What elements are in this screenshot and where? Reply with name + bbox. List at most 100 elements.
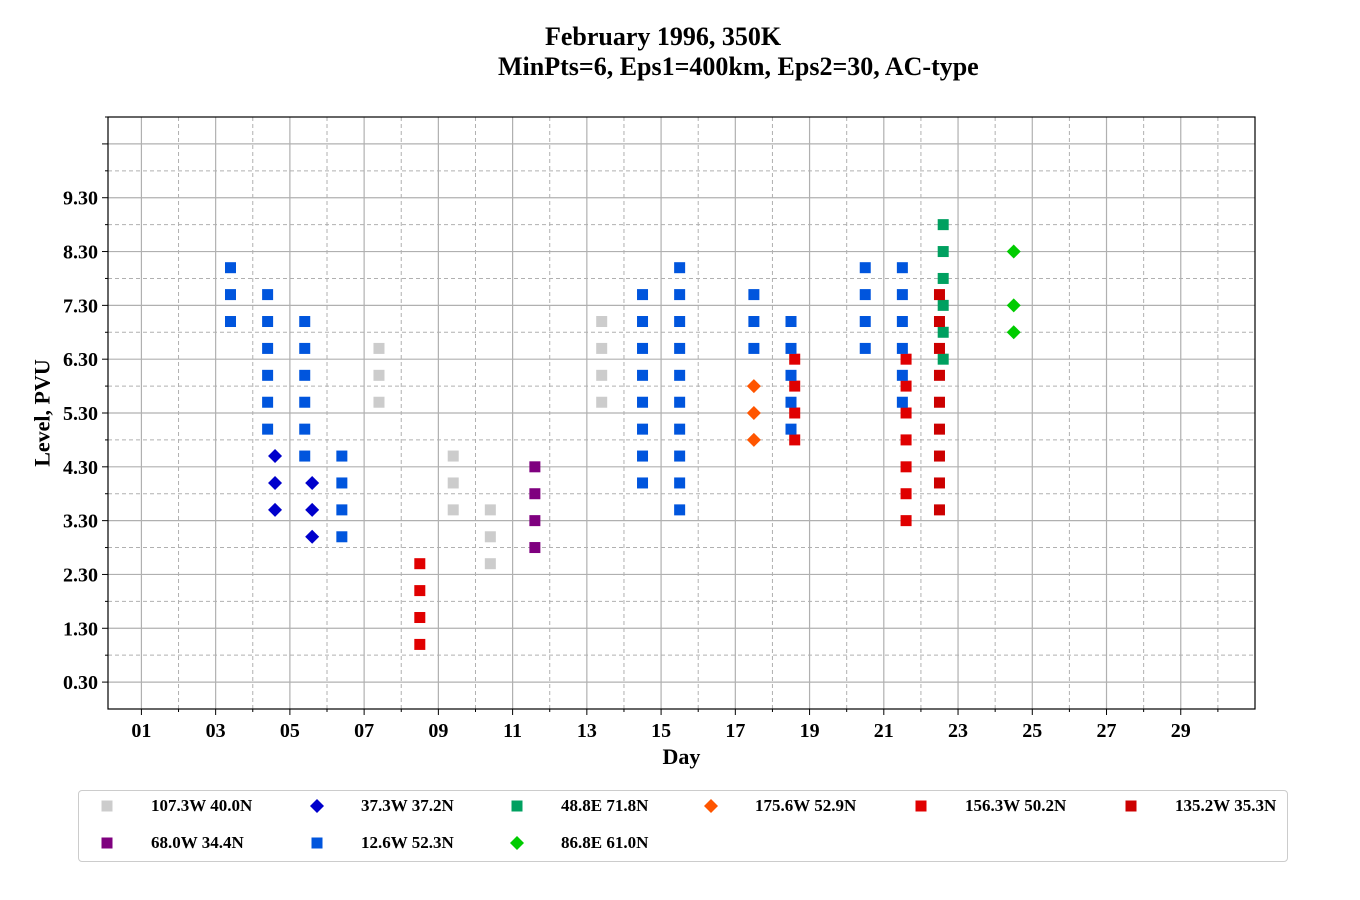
data-point: [596, 369, 608, 381]
data-point: [933, 423, 945, 435]
data-point: [674, 504, 686, 516]
data-point: [900, 488, 912, 500]
data-point: [937, 272, 949, 284]
data-point: [373, 342, 385, 354]
data-point: [933, 450, 945, 462]
data-point: [1006, 298, 1021, 313]
data-point: [674, 342, 686, 354]
data-point: [262, 369, 274, 381]
y-tick-label: 1.30: [63, 618, 98, 640]
y-tick-label: 5.30: [63, 403, 98, 425]
data-point: [674, 477, 686, 489]
data-point: [748, 342, 760, 354]
data-point: [414, 558, 426, 570]
data-point: [637, 423, 649, 435]
y-tick-label: 6.30: [63, 349, 98, 371]
legend-marker-icon: [701, 796, 721, 816]
legend-marker-icon: [1121, 796, 1141, 816]
data-point: [933, 342, 945, 354]
data-point: [937, 246, 949, 258]
grid-lines: [108, 116, 1255, 709]
legend-item: 135.2W 35.3N: [1121, 796, 1276, 816]
legend-item: 156.3W 50.2N: [911, 796, 1066, 816]
y-tick-label: 9.30: [63, 188, 98, 210]
data-point: [785, 342, 797, 354]
data-point: [268, 449, 283, 464]
data-point: [299, 316, 311, 328]
x-tick-label: 09: [428, 720, 448, 742]
data-point: [789, 353, 801, 365]
y-tick-label: 3.30: [63, 511, 98, 533]
y-tick-label: 8.30: [63, 242, 98, 264]
data-points: [224, 219, 1021, 650]
legend-label: 68.0W 34.4N: [151, 833, 244, 852]
data-point: [1006, 325, 1021, 340]
data-point: [529, 488, 541, 500]
chart-title: February 1996, 350K: [545, 22, 782, 51]
data-point: [859, 289, 871, 301]
data-point: [933, 369, 945, 381]
data-point: [637, 342, 649, 354]
data-point: [268, 502, 283, 517]
y-tick-label: 4.30: [63, 457, 98, 479]
data-point: [529, 515, 541, 527]
data-point: [637, 289, 649, 301]
legend-label: 107.3W 40.0N: [151, 796, 253, 815]
x-tick-label: 15: [651, 720, 671, 742]
x-tick-label: 03: [206, 720, 226, 742]
data-point: [484, 558, 496, 570]
chart-subtitle: MinPts=6, Eps1=400km, Eps2=30, AC-type: [498, 52, 979, 81]
data-point: [785, 423, 797, 435]
legend: 107.3W 40.0N 37.3W 37.2N 48.8E 71.8N 175.6W…: [78, 790, 1288, 862]
x-tick-label: 17: [725, 720, 745, 742]
data-point: [748, 289, 760, 301]
data-point: [224, 289, 236, 301]
y-axis-label: Level, PVU: [30, 359, 55, 467]
data-point: [596, 342, 608, 354]
x-tick-label: 25: [1022, 720, 1042, 742]
data-point: [299, 342, 311, 354]
data-point: [746, 432, 761, 447]
data-point: [900, 353, 912, 365]
axis-ticks: 01 03 05 07 09 11 13 15 17 19 21 23 25 27 29 0.30 1.30 2.…: [63, 116, 1219, 742]
x-tick-label: 19: [800, 720, 820, 742]
data-point: [859, 316, 871, 328]
data-point: [789, 407, 801, 419]
data-point: [262, 316, 274, 328]
data-point: [529, 461, 541, 473]
data-point: [299, 450, 311, 462]
legend-label: 156.3W 50.2N: [965, 796, 1067, 815]
data-point: [674, 316, 686, 328]
legend-marker-icon: [911, 796, 931, 816]
data-point: [789, 380, 801, 392]
data-point: [674, 289, 686, 301]
data-point: [896, 396, 908, 408]
legend-marker-icon: [307, 833, 327, 853]
legend-item: 37.3W 37.2N: [307, 796, 454, 816]
data-point: [305, 475, 320, 490]
data-point: [900, 461, 912, 473]
legend-marker-icon: [97, 796, 117, 816]
data-point: [933, 477, 945, 489]
legend-label: 135.2W 35.3N: [1175, 796, 1277, 815]
data-point: [299, 369, 311, 381]
data-point: [447, 504, 459, 516]
legend-marker-icon: [507, 833, 527, 853]
data-point: [224, 316, 236, 328]
data-point: [674, 450, 686, 462]
plot-frame: [107, 116, 1256, 710]
legend-marker-icon: [307, 796, 327, 816]
legend-label: 48.8E 71.8N: [561, 796, 649, 815]
data-point: [674, 262, 686, 274]
data-point: [484, 531, 496, 543]
data-point: [373, 369, 385, 381]
data-point: [789, 434, 801, 446]
data-point: [336, 450, 348, 462]
legend-label: 12.6W 52.3N: [361, 833, 454, 852]
data-point: [933, 316, 945, 328]
x-tick-label: 13: [577, 720, 597, 742]
data-point: [262, 289, 274, 301]
data-point: [637, 477, 649, 489]
data-point: [748, 316, 760, 328]
x-tick-label: 05: [280, 720, 300, 742]
